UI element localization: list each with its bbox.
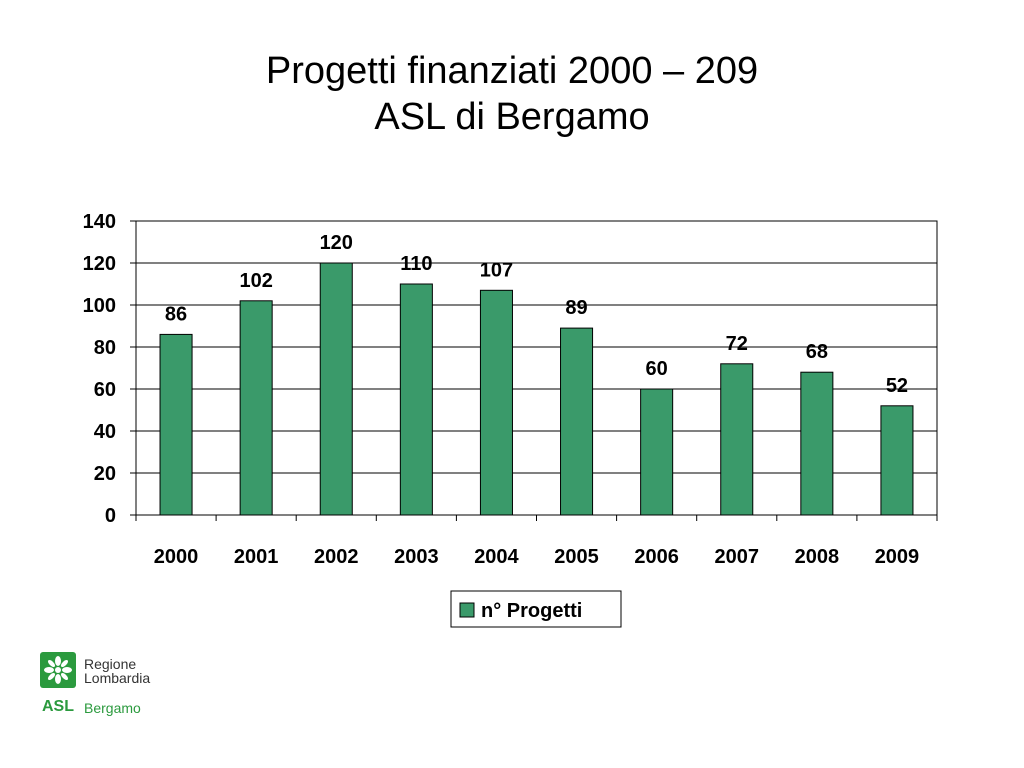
page-title: Progetti finanziati 2000 – 209 ASL di Be… <box>0 48 1024 140</box>
data-label: 120 <box>320 232 353 254</box>
y-tick-label: 100 <box>83 295 116 317</box>
bar <box>560 327 594 516</box>
bar <box>800 371 834 516</box>
data-label: 52 <box>886 375 908 397</box>
data-label: 102 <box>239 270 272 292</box>
logo-bergamo: Bergamo <box>84 700 141 716</box>
regione-lombardia-logo: Regione Lombardia ASL Bergamo <box>40 652 180 722</box>
y-tick-label: 0 <box>105 505 116 527</box>
x-tick-label: 2004 <box>474 546 519 568</box>
x-tick-label: 2006 <box>634 546 679 568</box>
x-tick-label: 2009 <box>875 546 920 568</box>
data-label: 68 <box>806 341 828 363</box>
bar <box>319 262 353 516</box>
legend <box>450 590 622 628</box>
bar <box>159 333 193 516</box>
x-tick-label: 2002 <box>314 546 359 568</box>
lombardia-rose-icon <box>40 652 76 688</box>
data-label: 110 <box>400 253 432 275</box>
y-tick-label: 40 <box>94 421 116 443</box>
x-tick-label: 2001 <box>234 546 279 568</box>
title-line-2: ASL di Bergamo <box>374 96 650 138</box>
y-tick-label: 20 <box>94 463 116 485</box>
x-tick-label: 2000 <box>154 546 199 568</box>
x-tick-label: 2005 <box>554 546 599 568</box>
data-label: 72 <box>726 333 748 355</box>
bar <box>880 405 914 516</box>
y-tick-label: 140 <box>83 211 116 233</box>
legend-swatch <box>459 602 475 618</box>
bar <box>239 300 273 516</box>
logo-asl: ASL <box>42 698 74 715</box>
bar <box>399 283 433 516</box>
y-tick-label: 120 <box>83 253 116 275</box>
x-tick-label: 2007 <box>715 546 760 568</box>
logo-regione: Regione <box>84 656 137 672</box>
y-tick-label: 60 <box>94 379 116 401</box>
data-label: 107 <box>480 259 513 281</box>
x-tick-label: 2003 <box>394 546 439 568</box>
legend-label: n° Progetti <box>481 600 582 622</box>
title-line-1: Progetti finanziati 2000 – 209 <box>265 50 759 92</box>
data-label: 89 <box>565 297 587 319</box>
logo-lombardia: Lombardia <box>84 670 151 686</box>
data-label: 86 <box>165 303 187 325</box>
x-tick-label: 2008 <box>795 546 840 568</box>
bar <box>720 363 754 516</box>
data-label: 60 <box>646 358 668 380</box>
bar <box>640 388 674 516</box>
bar <box>479 289 513 516</box>
y-tick-label: 80 <box>94 337 116 359</box>
